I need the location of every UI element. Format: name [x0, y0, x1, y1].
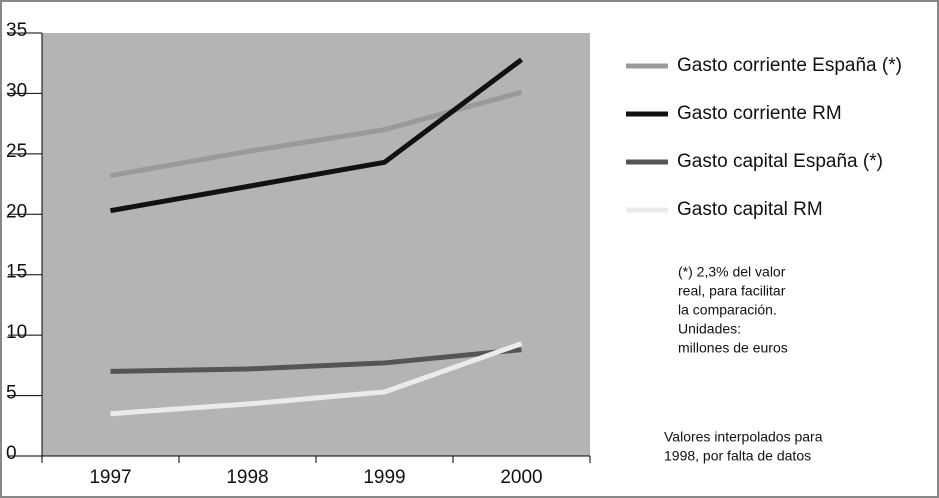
x-tick-label: 1998 [226, 467, 268, 488]
y-tick-label: 25 [6, 141, 27, 162]
y-tick-label: 10 [6, 322, 27, 343]
x-tick-label: 1997 [89, 467, 131, 488]
legend-label: Gasto capital RM [677, 199, 823, 220]
annotation: real, para facilitar [678, 283, 786, 299]
y-tick-label: 30 [6, 80, 27, 101]
legend-label: Gasto capital España (*) [677, 151, 883, 172]
y-tick-label: 20 [6, 201, 27, 222]
annotation: 1998, por falta de datos [664, 448, 811, 464]
y-tick-label: 0 [6, 443, 17, 464]
plot-area [42, 33, 590, 456]
annotation: millones de euros [678, 340, 788, 356]
x-tick-label: 2000 [500, 467, 542, 488]
series-line [110, 341, 523, 417]
y-tick-label: 15 [6, 262, 27, 283]
legend-label: Gasto corriente España (*) [677, 55, 902, 76]
y-tick-label: 5 [6, 383, 17, 404]
annotation: (*) 2,3% del valor [678, 264, 786, 280]
series-line [110, 57, 523, 214]
annotation: Unidades: [678, 321, 741, 337]
series-line [110, 347, 522, 374]
y-tick-label: 35 [6, 20, 27, 41]
legend-label: Gasto corriente RM [677, 103, 842, 124]
annotation: la comparación. [678, 302, 777, 318]
x-tick-label: 1999 [363, 467, 405, 488]
annotation: Valores interpolados para [664, 429, 823, 445]
